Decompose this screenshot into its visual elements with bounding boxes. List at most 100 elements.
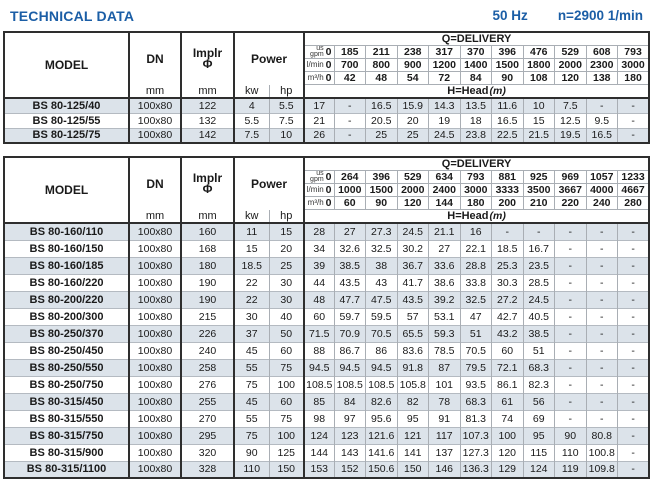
head-cell: 121 [396,427,429,444]
kw-cell: 18.5 [233,257,269,274]
model-cell: BS 80-315/550 [29,412,104,425]
head-cell: - [333,98,366,113]
hp-cell: 60 [268,342,305,359]
head-cell: 152 [333,461,366,478]
head-cell: 141.6 [365,444,398,461]
implr-cell: 276 [180,376,234,393]
model-cell: BS 80-160/110 [29,225,104,238]
head-cell: 32.6 [333,240,366,257]
head-cell: - [333,128,366,143]
head-cell: 65.5 [396,325,429,342]
implr-cell: 160 [180,223,234,240]
flow-value: 211 [365,45,398,59]
head-cell: 153 [303,461,335,478]
model-cell: BS 80-200/300 [29,310,104,323]
flow-unit-cell: us gpm 0 [303,45,335,59]
l-min-row: l/min 0 1000 1500 2000 2400 3000 3333 3500 3667 40… [4,183,650,197]
head-cell: 28 [303,223,335,240]
table-header: MODEL DN Implr Φ Power Q=DELIVERY us gpm 0 185 211… [4,32,650,98]
head-cell: 47.5 [365,291,398,308]
flow-value: 634 [428,170,461,184]
head-cell: 17 [303,98,335,113]
kw-cell: 15 [233,240,269,257]
head-cell: 94.5 [333,359,366,376]
head-cell: 117 [428,427,461,444]
head-cell: - [522,223,555,240]
head-row-label: H=Head(m) [303,209,650,223]
head-cell: - [554,308,587,325]
head-cell: - [585,223,618,240]
head-cell: - [617,444,650,461]
flow-unit-label: us gpm [310,45,324,58]
dn-cell: 100x80 [128,342,181,359]
us-gpm-row: us gpm 0 185 211 238 317 370 396 476 529 608 793 [4,45,650,59]
flow-value: 1200 [428,58,461,72]
head-cell: 20 [396,113,429,128]
head-cell: 124 [522,461,555,478]
head-cell: 43 [365,274,398,291]
head-cell: 51 [522,342,555,359]
head-cell: 150.6 [365,461,398,478]
head-cell: 129 [491,461,524,478]
flow-unit-cell: l/min 0 [303,183,335,197]
head-cell: 38.5 [333,257,366,274]
table-body: BS 80-125/40 100x80 122 4 5.5 17-16.5 15.9 14.3… [4,98,650,143]
model-cell: BS 80-315/750 [29,429,104,442]
head-cell: 85 [303,393,335,410]
flow-value: 793 [459,170,492,184]
flow-value: 42 [333,71,366,85]
flow-value: 370 [459,45,492,59]
flow-value: 2000 [396,183,429,197]
head-cell: - [333,113,366,128]
head-cell: 18.5 [491,240,524,257]
speed-label: n=2900 1/min [557,8,643,23]
dn-cell: 100x80 [128,393,181,410]
head-cell: 27 [428,240,461,257]
head-cell: - [617,376,650,393]
head-cell: - [617,98,650,113]
implr-cell: 226 [180,325,234,342]
head-cell: 43.5 [396,291,429,308]
head-cell: - [554,240,587,257]
head-cell: 150 [396,461,429,478]
head-cell: 12.5 [554,113,587,128]
flow-value: 4000 [585,183,618,197]
flow-value: 2000 [554,58,587,72]
head-cell: 53.1 [428,308,461,325]
dn-cell: 100x80 [128,359,181,376]
head-cell: 15 [522,113,555,128]
head-cell: 21 [303,113,335,128]
head-cell: 36.7 [396,257,429,274]
flow-unit-cell: m³/h 0 [303,196,335,210]
head-cell: 59.7 [333,308,366,325]
head-cell: - [617,308,650,325]
head-cell: - [617,427,650,444]
head-cell: 27.3 [365,223,398,240]
head-cell: 57 [396,308,429,325]
head-cell: 95 [522,427,555,444]
head-cell: 27.2 [491,291,524,308]
head-cell: - [554,342,587,359]
kw-cell: 5.5 [233,113,269,128]
head-cell: - [617,257,650,274]
flow-value: 72 [428,71,461,85]
power-header: Power [232,32,305,85]
head-cell: 69 [522,410,555,427]
head-cell: 23.8 [459,128,492,143]
head-cell: 98 [303,410,335,427]
head-cell: 91 [428,410,461,427]
implr-cell: 328 [180,461,234,478]
model-cell: BS 80-200/220 [29,293,104,306]
head-cell: 121.6 [365,427,398,444]
pump-table-2: MODEL DN Implr Φ Power Q=DELIVERY us gpm 0 264 396… [3,156,651,479]
kw-cell: 7.5 [233,128,269,143]
head-cell: 15.9 [396,98,429,113]
head-cell: - [585,291,618,308]
hp-cell: 25 [268,257,305,274]
flow-value: 396 [491,45,524,59]
head-cell: - [585,308,618,325]
head-cell: 101 [428,376,461,393]
hp-cell: 75 [268,359,305,376]
head-cell: - [585,325,618,342]
table-row: BS 80-315/900 100x80 320 90 125 144 143 141.6 14… [4,444,650,461]
